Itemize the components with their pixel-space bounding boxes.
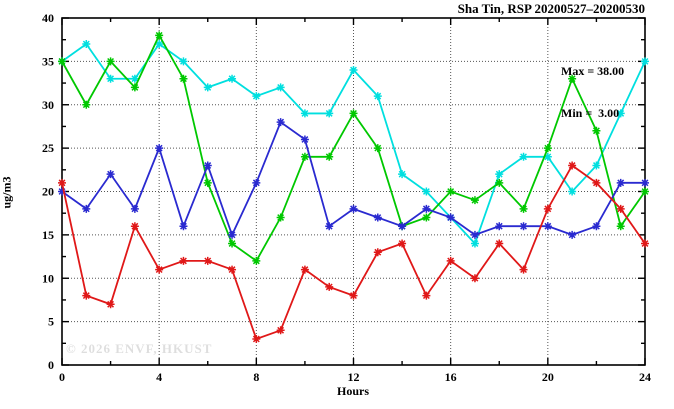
red-line-markers — [58, 161, 649, 343]
x-tick-label: 20 — [542, 370, 554, 384]
watermark-text: © 2026 ENVF, HKUST — [66, 341, 213, 356]
y-tick-label: 20 — [42, 185, 54, 199]
x-tick-label: 0 — [59, 370, 65, 384]
y-tick-label: 10 — [42, 271, 54, 285]
x-axis-label: Hours — [336, 384, 369, 398]
legend-maxmin: Max = 38.00 Min = 3.00 — [561, 36, 624, 148]
y-tick-label: 25 — [42, 141, 54, 155]
y-tick-label: 35 — [42, 54, 54, 68]
x-tick-label: 24 — [639, 370, 651, 384]
x-tick-label: 16 — [445, 370, 457, 384]
y-tick-label: 15 — [42, 228, 54, 242]
x-tick-label: 8 — [253, 370, 259, 384]
x-tick-label: 4 — [156, 370, 162, 384]
y-tick-label: 40 — [42, 11, 54, 25]
chart-title: Sha Tin, RSP 20200527–20200530 — [457, 1, 645, 16]
x-tick-label: 12 — [348, 370, 360, 384]
legend-max-label: Max = 38.00 — [561, 64, 625, 78]
legend-min-label: Min = 3.00 — [561, 106, 620, 120]
y-tick-label: 30 — [42, 98, 54, 112]
y-tick-label: 5 — [48, 315, 54, 329]
blue-line — [61, 120, 645, 238]
y-tick-label: 0 — [48, 358, 54, 372]
blue-line-markers — [58, 118, 649, 239]
green-line-markers — [58, 31, 649, 265]
y-axis-label: ug/m3 — [0, 176, 14, 209]
